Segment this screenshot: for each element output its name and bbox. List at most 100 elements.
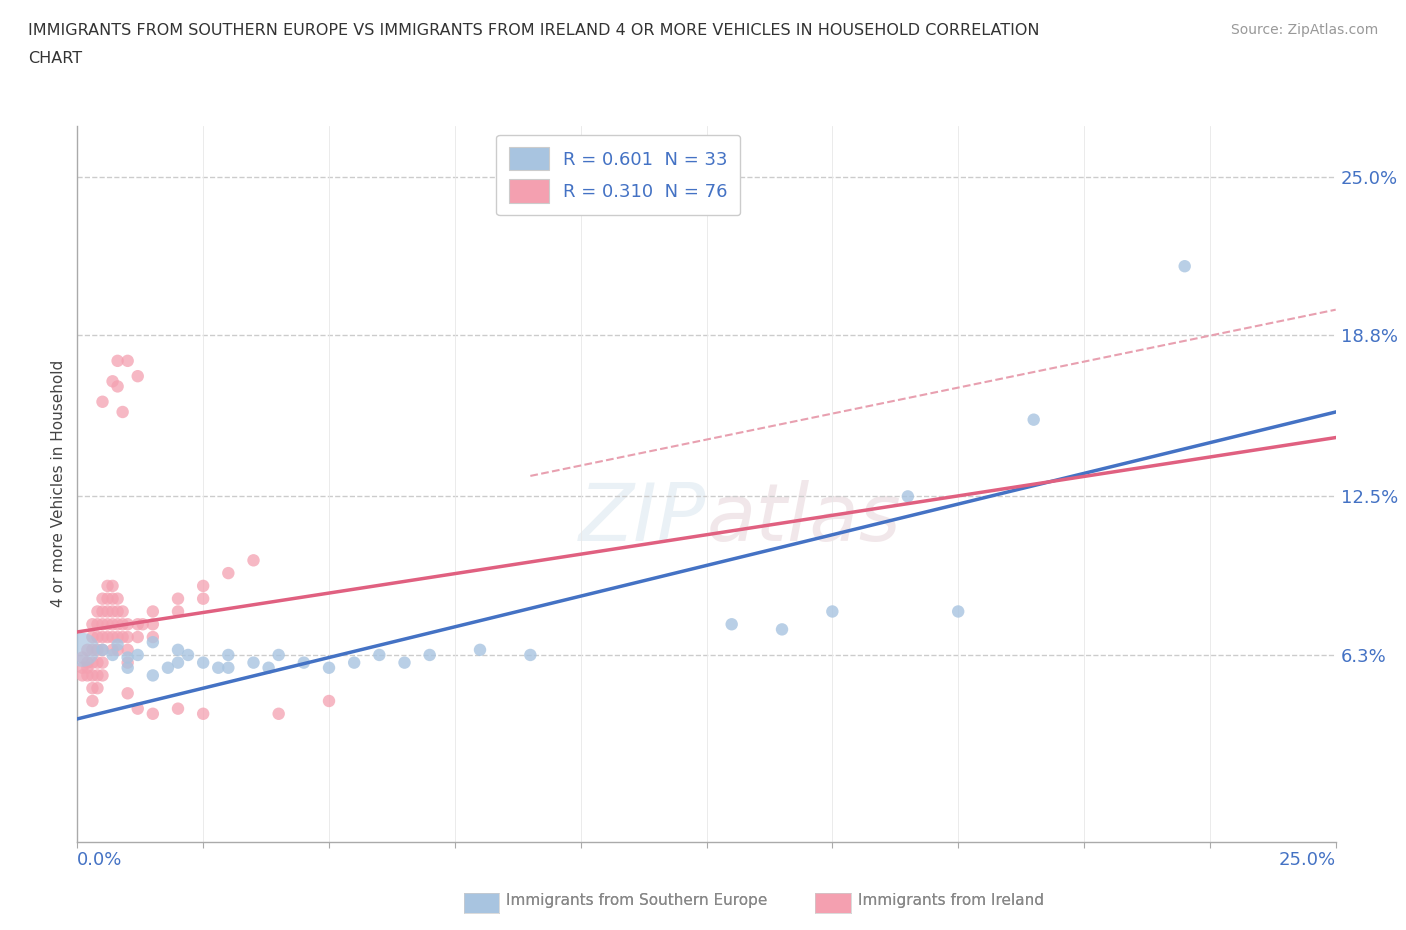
Point [117,353,139,368]
Point [217,647,239,662]
Point [318,660,340,675]
Point [96,617,118,631]
Point [127,369,149,384]
Point [76,660,98,675]
Point [101,643,124,658]
Point [91,668,114,683]
Point [117,630,139,644]
Point [91,617,114,631]
Point [86,668,108,683]
Point [127,701,149,716]
Text: Immigrants from Ireland: Immigrants from Ireland [858,893,1043,908]
Point [86,656,108,671]
Point [127,630,149,644]
Point [96,630,118,644]
Point [948,604,970,619]
Point [91,656,114,671]
Point [107,617,129,631]
Point [96,604,118,619]
Point [156,660,179,675]
Point [82,681,104,696]
Point [91,591,114,606]
Point [111,617,134,631]
Point [111,604,134,619]
Point [82,643,104,658]
Point [394,656,416,671]
Point [191,707,215,722]
Point [720,617,742,631]
Point [91,643,114,658]
Point [101,617,124,631]
Point [82,668,104,683]
Text: IMMIGRANTS FROM SOUTHERN EUROPE VS IMMIGRANTS FROM IRELAND 4 OR MORE VEHICLES IN: IMMIGRANTS FROM SOUTHERN EUROPE VS IMMIG… [28,23,1039,38]
Point [76,656,98,671]
Point [177,647,200,662]
Point [72,668,94,683]
Point [242,656,264,671]
Point [91,630,114,644]
Point [519,647,541,662]
Point [142,604,165,619]
Point [107,630,129,644]
Point [1174,259,1197,273]
Legend: R = 0.601  N = 33, R = 0.310  N = 76: R = 0.601 N = 33, R = 0.310 N = 76 [496,135,741,215]
Point [167,656,190,671]
Point [76,643,98,658]
Point [107,591,129,606]
Point [191,591,215,606]
Text: Immigrants from Southern Europe: Immigrants from Southern Europe [506,893,768,908]
Point [86,643,108,658]
Point [86,617,108,631]
Point [343,656,366,671]
Point [82,656,104,671]
Point [101,647,124,662]
Text: 0.0%: 0.0% [77,851,122,869]
Point [107,637,129,652]
Point [142,635,165,650]
Text: 25.0%: 25.0% [1278,851,1336,869]
Point [101,578,124,593]
Point [267,647,290,662]
Point [117,656,139,671]
Point [101,604,124,619]
Point [107,643,129,658]
Point [257,660,280,675]
Point [117,643,139,658]
Text: CHART: CHART [28,51,82,66]
Point [117,686,139,701]
Point [82,694,104,709]
Text: Source: ZipAtlas.com: Source: ZipAtlas.com [1230,23,1378,37]
Point [117,617,139,631]
Point [101,630,124,644]
Point [770,622,793,637]
Point [142,630,165,644]
Point [207,660,229,675]
Text: Immigrants from Southern Europe: Immigrants from Southern Europe [506,893,768,908]
Point [217,660,239,675]
Point [132,617,155,631]
Point [72,643,94,658]
Point [191,656,215,671]
Point [101,591,124,606]
Point [107,379,129,394]
Point [292,656,315,671]
Point [107,353,129,368]
Text: Immigrants from Ireland: Immigrants from Ireland [858,893,1043,908]
Y-axis label: 4 or more Vehicles in Household: 4 or more Vehicles in Household [51,360,66,607]
Point [91,604,114,619]
Point [86,681,108,696]
Point [267,707,290,722]
Point [76,668,98,683]
Point [167,701,190,716]
Point [117,660,139,675]
Point [142,617,165,631]
Point [191,578,215,593]
Point [117,650,139,665]
Point [368,647,391,662]
Point [91,394,114,409]
Point [96,591,118,606]
Text: atlas: atlas [707,481,901,558]
Point [107,604,129,619]
Point [72,660,94,675]
Point [86,630,108,644]
